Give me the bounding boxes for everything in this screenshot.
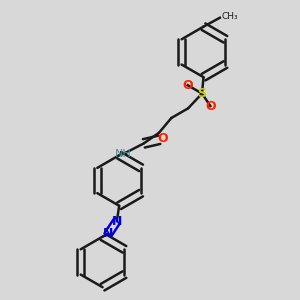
Text: NH: NH — [115, 149, 131, 159]
Text: N: N — [112, 215, 122, 228]
Text: S: S — [197, 87, 206, 100]
Text: CH₃: CH₃ — [222, 12, 238, 21]
Text: O: O — [182, 79, 193, 92]
Text: O: O — [158, 132, 168, 145]
Text: O: O — [205, 100, 216, 112]
Text: N: N — [103, 227, 114, 240]
